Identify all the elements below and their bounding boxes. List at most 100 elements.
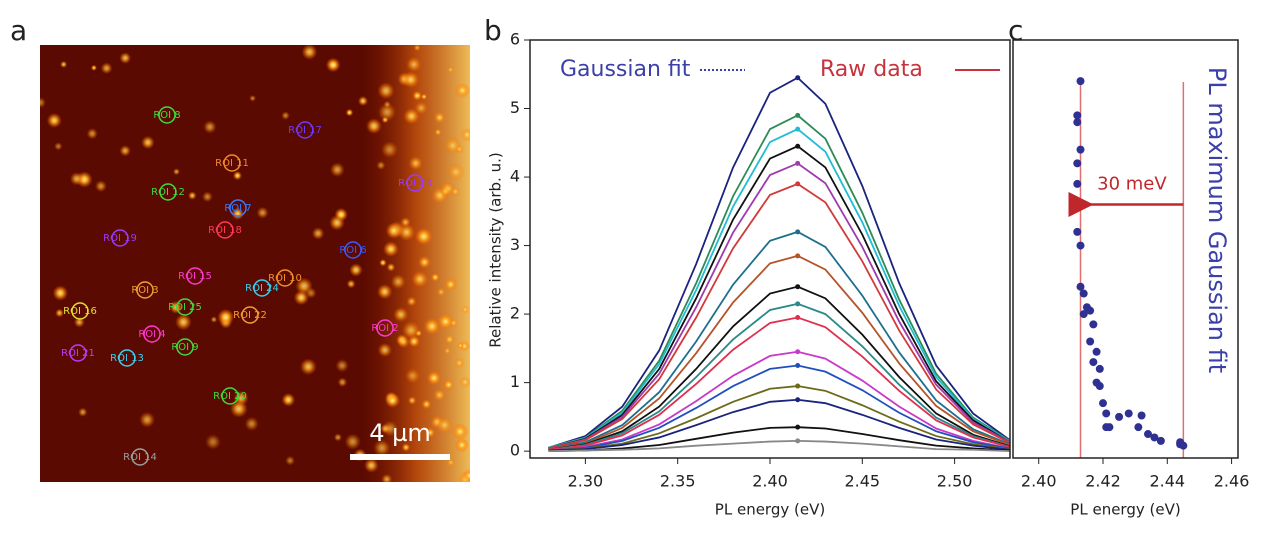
emitter <box>203 120 217 134</box>
emitter <box>397 335 411 349</box>
plot-frame <box>1012 39 1239 459</box>
roi-label: ROI 16 <box>63 306 97 317</box>
emitter <box>301 45 318 60</box>
peak-dot <box>795 126 801 132</box>
point <box>1089 320 1098 329</box>
emitter <box>346 279 356 289</box>
point <box>1137 411 1146 420</box>
panel-label: b <box>484 14 502 47</box>
spectra-chart: Gaussian fit Raw data 2.30 2.35 2.40 2.45 2.50… <box>487 30 1011 519</box>
fit-curve <box>548 114 1011 449</box>
emitter <box>281 111 290 120</box>
emitter <box>450 186 461 197</box>
emitter <box>60 60 68 68</box>
peak-dot <box>795 160 801 166</box>
emitter <box>400 217 411 228</box>
peak-dot <box>795 362 801 368</box>
emitter <box>446 163 465 181</box>
roi-marker <box>143 325 161 343</box>
roi-marker <box>131 448 149 466</box>
raw-curve <box>548 145 1011 450</box>
peak-dot <box>795 349 801 355</box>
roi-marker <box>71 302 89 320</box>
emitter <box>439 185 451 197</box>
roi-marker <box>176 298 194 316</box>
roi-label: ROI 20 <box>213 391 247 402</box>
emitter <box>210 316 218 323</box>
emitter <box>435 416 454 434</box>
raw-curve <box>548 316 1011 451</box>
emitter <box>386 263 396 272</box>
emitter <box>229 399 248 418</box>
raw-curve <box>548 182 1011 450</box>
roi-marker <box>406 174 424 192</box>
peak-dot <box>795 253 801 259</box>
emitter <box>454 437 469 453</box>
emitter <box>119 145 131 157</box>
emitter <box>188 191 197 200</box>
emitter <box>54 142 63 151</box>
peak-chart: 30 meV PL maximum Gaussian fit 2.40 2.42 2.4… <box>1012 39 1250 519</box>
emitter <box>231 207 244 220</box>
roi-marker <box>136 281 154 299</box>
emitter <box>385 222 403 239</box>
raw-curve <box>548 350 1011 452</box>
arrow-label: 30 meV <box>1097 173 1167 194</box>
roi-layer: ROI 8 ROI 11 ROI 12 ROI 7 ROI 18 ROI 6 ROI 19 R… <box>61 106 432 466</box>
point <box>1095 382 1104 391</box>
emitter <box>460 305 470 314</box>
emitter <box>293 290 309 306</box>
emitter <box>447 66 455 74</box>
roi-marker <box>158 106 176 124</box>
roi-label: ROI 22 <box>233 310 267 321</box>
roi-marker <box>276 269 294 287</box>
emitter <box>384 392 401 408</box>
point <box>1073 159 1082 168</box>
roi-label: ROI 6 <box>339 245 366 256</box>
roi-label: ROI 17 <box>288 125 322 136</box>
emitter <box>335 359 349 373</box>
x-tick-label: 2.45 <box>844 472 880 491</box>
emitter <box>407 396 417 405</box>
raw-curve <box>548 398 1011 452</box>
x-tick-label: 2.35 <box>660 472 696 491</box>
point <box>1076 282 1085 291</box>
roi-marker <box>344 241 362 259</box>
y-tick-label: 4 <box>510 167 520 186</box>
emitter <box>423 317 441 335</box>
emitter <box>426 370 442 386</box>
raw-curve <box>548 76 1011 449</box>
emitter <box>444 334 456 345</box>
peak-dot <box>795 181 801 187</box>
emitter <box>139 411 155 428</box>
x-tick-label: 2.46 <box>1214 472 1250 491</box>
emitter <box>412 90 423 101</box>
roi-label: ROI 4 <box>138 329 165 340</box>
y-tick-label: 6 <box>510 30 520 49</box>
fit-curve <box>548 76 1011 449</box>
emitter <box>418 255 431 269</box>
roi-label: ROI 12 <box>151 187 185 198</box>
roi-label: ROI 25 <box>168 302 202 313</box>
emitter <box>405 368 421 384</box>
emitter <box>421 399 432 410</box>
point <box>1134 423 1143 432</box>
emitter <box>460 127 470 142</box>
micrograph: ROI 8 ROI 11 ROI 12 ROI 7 ROI 18 ROI 6 ROI 19 R… <box>40 45 470 482</box>
emitter <box>381 116 389 124</box>
emitter <box>437 313 454 330</box>
emitter <box>334 207 348 222</box>
raw-curve <box>548 254 1011 450</box>
roi-label: ROI 18 <box>208 225 242 236</box>
emitter <box>232 171 242 181</box>
point <box>1073 111 1082 120</box>
emitter <box>411 270 429 288</box>
emitter <box>46 112 62 129</box>
emitter <box>443 346 452 355</box>
roi-marker <box>376 319 394 337</box>
point <box>1076 241 1085 250</box>
roi-marker <box>176 338 194 356</box>
peak-dot <box>795 424 801 430</box>
peak-dot <box>795 438 801 444</box>
